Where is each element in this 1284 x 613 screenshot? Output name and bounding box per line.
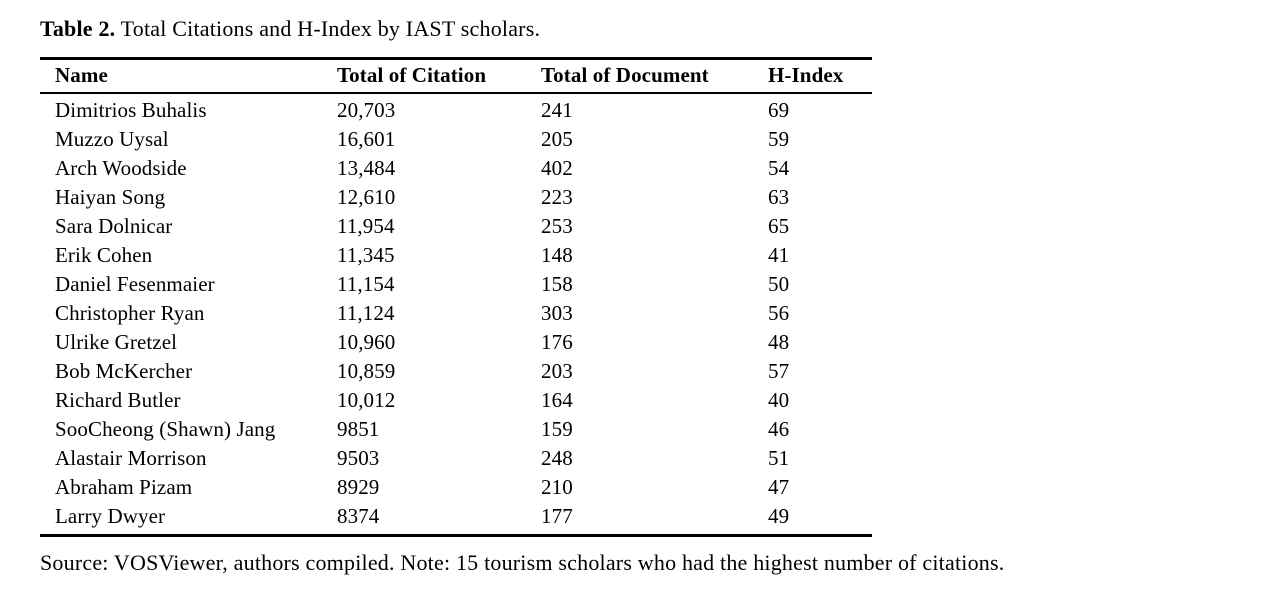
cell-total-document: 177 [526, 502, 753, 537]
table-row: Sara Dolnicar 11,954 253 65 [40, 212, 872, 241]
cell-name: Christopher Ryan [55, 301, 205, 325]
cell-name: Arch Woodside [55, 156, 187, 180]
table-caption-label: Table 2. [40, 16, 116, 41]
source-note: Source: VOSViewer, authors compiled. Not… [40, 550, 1005, 575]
cell-h-index: 48 [768, 330, 790, 354]
cell-total-document: 158 [541, 272, 573, 296]
cell-total-document: 164 [541, 388, 573, 412]
table-row: Richard Butler 10,012 164 40 [40, 386, 872, 415]
cell-name: Sara Dolnicar [55, 214, 173, 238]
cell-total-document: 402 [541, 156, 573, 180]
cell-h-index: 47 [768, 475, 790, 499]
table-header: Name Total of Citation Total of Document… [40, 57, 872, 94]
table-row: Larry Dwyer 8374 177 49 [40, 502, 872, 537]
cell-h-index: 46 [768, 417, 790, 441]
column-header-total-citation: Total of Citation [322, 57, 526, 94]
cell-h-index: 65 [768, 214, 790, 238]
cell-total-citation: 20,703 [337, 98, 396, 122]
cell-total-document: 248 [541, 446, 573, 470]
cell-total-document: 253 [541, 214, 573, 238]
cell-h-index: 51 [768, 446, 790, 470]
cell-h-index: 41 [768, 243, 790, 267]
column-header-name: Name [40, 57, 322, 94]
cell-total-citation: 11,154 [337, 272, 395, 296]
table-row: Daniel Fesenmaier 11,154 158 50 [40, 270, 872, 299]
cell-name: Richard Butler [55, 388, 181, 412]
cell-total-document: 210 [541, 475, 573, 499]
table-row: SooCheong (Shawn) Jang 9851 159 46 [40, 415, 872, 444]
cell-total-citation: 10,012 [337, 388, 396, 412]
cell-total-citation: 9851 [337, 417, 380, 441]
cell-name: Ulrike Gretzel [55, 330, 178, 354]
table-caption-text: Total Citations and H-Index by IAST scho… [115, 16, 541, 41]
table-row: Ulrike Gretzel 10,960 176 48 [40, 328, 872, 357]
cell-total-citation: 11,345 [337, 243, 395, 267]
cell-name: Dimitrios Buhalis [55, 98, 207, 122]
cell-name: Abraham Pizam [55, 475, 193, 499]
cell-total-document: 176 [541, 330, 573, 354]
cell-h-index: 56 [768, 301, 790, 325]
cell-h-index: 49 [753, 502, 872, 537]
cell-name: SooCheong (Shawn) Jang [55, 417, 276, 441]
table-row: Haiyan Song 12,610 223 63 [40, 183, 872, 212]
cell-total-citation: 13,484 [337, 156, 396, 180]
cell-total-citation: 8374 [322, 502, 526, 537]
column-header-h-index: H-Index [753, 57, 872, 94]
cell-h-index: 63 [768, 185, 790, 209]
cell-total-document: 303 [541, 301, 573, 325]
table-row: Muzzo Uysal 16,601 205 59 [40, 125, 872, 154]
cell-total-citation: 11,954 [337, 214, 395, 238]
paper-page: Table 2. Total Citations and H-Index by … [40, 14, 1250, 575]
cell-h-index: 57 [768, 359, 790, 383]
cell-total-document: 241 [541, 98, 573, 122]
table-row: Bob McKercher 10,859 203 57 [40, 357, 872, 386]
cell-total-document: 148 [541, 243, 573, 267]
cell-total-citation: 9503 [337, 446, 380, 470]
table-row: Arch Woodside 13,484 402 54 [40, 154, 872, 183]
cell-name: Bob McKercher [55, 359, 193, 383]
cell-h-index: 50 [768, 272, 790, 296]
cell-name: Alastair Morrison [55, 446, 207, 470]
cell-total-document: 205 [541, 127, 573, 151]
column-header-total-document: Total of Document [526, 57, 753, 94]
cell-total-citation: 11,124 [337, 301, 395, 325]
table-caption: Table 2. Total Citations and H-Index by … [40, 14, 1250, 44]
cell-h-index: 69 [768, 98, 790, 122]
table-header-row: Name Total of Citation Total of Document… [40, 57, 872, 94]
cell-total-document: 223 [541, 185, 573, 209]
cell-h-index: 40 [768, 388, 790, 412]
table-row: Abraham Pizam 8929 210 47 [40, 473, 872, 502]
cell-total-citation: 12,610 [337, 185, 396, 209]
cell-name: Haiyan Song [55, 185, 166, 209]
cell-total-citation: 8929 [337, 475, 380, 499]
cell-name: Daniel Fesenmaier [55, 272, 215, 296]
cell-total-document: 159 [541, 417, 573, 441]
cell-total-citation: 10,960 [337, 330, 396, 354]
citations-table: Name Total of Citation Total of Document… [40, 57, 872, 537]
table-body: Dimitrios Buhalis 20,703 241 69 Muzzo Uy… [40, 93, 872, 537]
table-row: Christopher Ryan 11,124 303 56 [40, 299, 872, 328]
table-row: Alastair Morrison 9503 248 51 [40, 444, 872, 473]
cell-name: Larry Dwyer [40, 502, 322, 537]
cell-total-document: 203 [541, 359, 573, 383]
table-row: Erik Cohen 11,345 148 41 [40, 241, 872, 270]
cell-total-citation: 10,859 [337, 359, 396, 383]
cell-h-index: 54 [768, 156, 790, 180]
cell-name: Erik Cohen [55, 243, 153, 267]
cell-total-citation: 16,601 [337, 127, 396, 151]
cell-h-index: 59 [768, 127, 790, 151]
cell-name: Muzzo Uysal [55, 127, 169, 151]
table-row: Dimitrios Buhalis 20,703 241 69 [40, 93, 872, 125]
